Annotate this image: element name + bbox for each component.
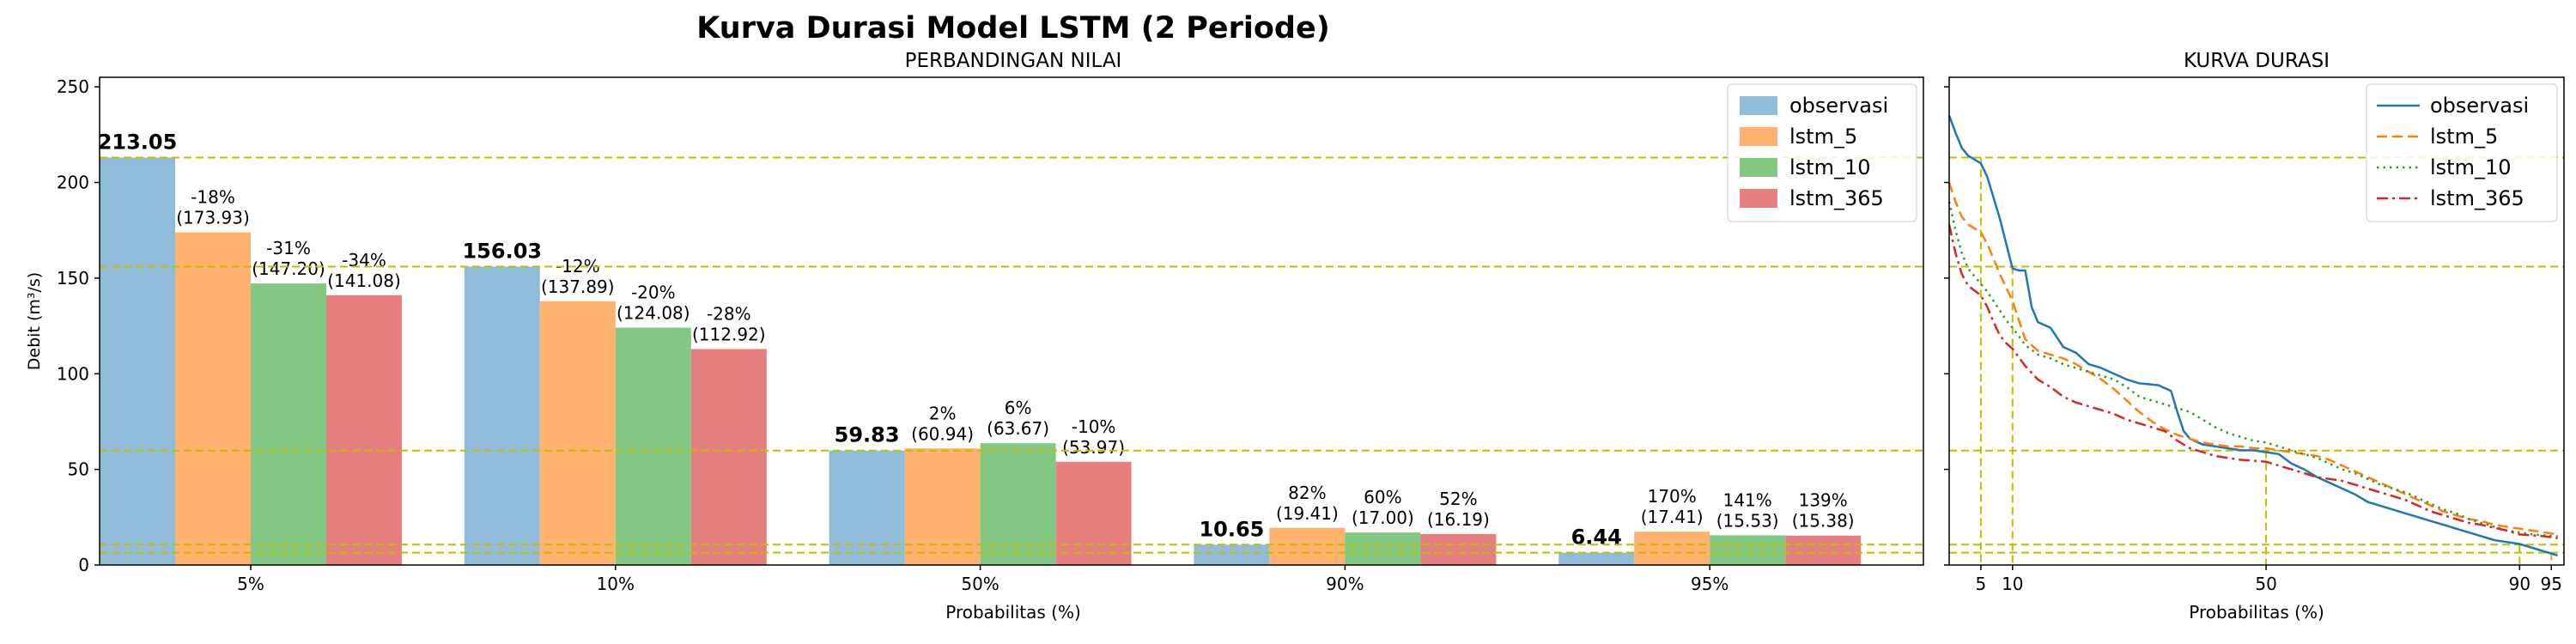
model-percent-label: 6% — [1005, 398, 1032, 418]
x-tick-label: 50 — [2255, 574, 2276, 594]
line-chart-xlabel: Probabilitas (%) — [2189, 602, 2324, 623]
observed-value-label: 10.65 — [1199, 517, 1264, 541]
x-tick-label: 90 — [2509, 574, 2530, 594]
legend-label-lstm_5: lstm_5 — [2430, 125, 2498, 149]
model-value-label: (53.97) — [1062, 437, 1125, 458]
bar-lstm_10-1 — [615, 327, 691, 565]
model-percent-label: 82% — [1288, 483, 1326, 503]
model-percent-label: 170% — [1648, 486, 1697, 507]
bar-lstm_5-4 — [1634, 532, 1710, 565]
bar-lstm_10-0 — [251, 283, 326, 565]
model-percent-label: -31% — [266, 238, 311, 258]
bar-observasi-4 — [1558, 552, 1635, 565]
model-percent-label: 60% — [1364, 487, 1401, 507]
series-line-lstm_365 — [1947, 224, 2558, 540]
series-line-lstm_10 — [1947, 201, 2558, 538]
x-tick-label: 95 — [2541, 574, 2562, 594]
observed-value-label: 59.83 — [835, 423, 900, 447]
y-tick-label: 50 — [68, 459, 89, 480]
line-chart-title: KURVA DURASI — [2184, 50, 2330, 72]
model-percent-label: -20% — [631, 283, 676, 303]
bar-lstm_365-3 — [1420, 533, 1497, 565]
legend-label-observasi: observasi — [2430, 94, 2529, 118]
model-percent-label: 139% — [1799, 490, 1848, 511]
model-value-label: (17.41) — [1641, 507, 1704, 527]
bar-lstm_10-2 — [980, 443, 1056, 565]
bar-lstm_5-3 — [1269, 527, 1346, 565]
model-percent-label: 52% — [1439, 489, 1477, 509]
figure-title: Kurva Durasi Model LSTM (2 Periode) — [696, 11, 1329, 46]
model-value-label: (124.08) — [617, 303, 690, 324]
model-percent-label: 2% — [929, 403, 957, 423]
bar-observasi-0 — [100, 157, 175, 565]
legend-label-lstm_10: lstm_10 — [2430, 155, 2512, 179]
y-tick-label: 100 — [57, 363, 89, 384]
bar-y-axis-label: Debit (m³/s) — [25, 272, 44, 370]
bar-lstm_365-4 — [1785, 535, 1862, 565]
model-value-label: (19.41) — [1276, 503, 1339, 524]
bar-plot-frame — [99, 76, 1924, 566]
line-legend — [2366, 83, 2558, 222]
model-value-label: (15.38) — [1792, 511, 1855, 532]
x-tick-label: 50% — [961, 574, 999, 594]
bar-chart-xlabel: Probabilitas (%) — [945, 602, 1081, 623]
x-tick-label: 10 — [2002, 574, 2023, 594]
bar-observasi-3 — [1194, 544, 1270, 565]
x-tick-label: 90% — [1326, 574, 1364, 594]
observed-value-label: 156.03 — [462, 239, 542, 263]
bar-lstm_10-4 — [1710, 535, 1786, 565]
x-tick-label: 95% — [1691, 574, 1728, 594]
model-percent-label: -28% — [707, 303, 751, 324]
bar-observasi-1 — [464, 266, 540, 565]
model-value-label: (15.53) — [1716, 510, 1779, 531]
series-line-lstm_5 — [1947, 182, 2558, 536]
bar-lstm_365-2 — [1055, 461, 1132, 565]
legend-label-lstm_365: lstm_365 — [1789, 186, 1884, 210]
legend-swatch-lstm_5 — [1740, 127, 1777, 146]
model-value-label: (141.08) — [327, 270, 401, 291]
bar-lstm_5-0 — [175, 232, 251, 565]
bar-lstm_5-2 — [904, 448, 981, 565]
line-plot-frame — [1948, 76, 2565, 566]
model-percent-label: -10% — [1072, 416, 1116, 437]
y-tick-label: 0 — [78, 555, 89, 575]
legend-label-lstm_365: lstm_365 — [2430, 186, 2524, 210]
model-percent-label: 141% — [1723, 489, 1772, 510]
legend-label-lstm_5: lstm_5 — [1789, 125, 1857, 149]
observed-value-label: 213.05 — [98, 130, 178, 154]
bar-lstm_365-0 — [326, 295, 402, 565]
observed-value-label: 6.44 — [1571, 526, 1622, 550]
bar-lstm_5-1 — [539, 301, 616, 565]
bar-chart-title: PERBANDINGAN NILAI — [905, 50, 1122, 72]
x-tick-label: 10% — [597, 574, 635, 594]
legend-swatch-lstm_365 — [1740, 189, 1777, 208]
x-tick-label: 5% — [237, 574, 264, 594]
model-value-label: (63.67) — [987, 418, 1049, 439]
legend-swatch-observasi — [1740, 96, 1777, 115]
bar-chart: Debit (m³/s) 213.05 -18%(173.93) -31%(147.2… — [25, 76, 1924, 594]
line-chart: 5 10 50 90 95 observasi lstm_5 lstm_10 lstm_365 — [1944, 76, 2565, 594]
model-value-label: (16.19) — [1427, 509, 1490, 530]
model-percent-label: -18% — [191, 187, 235, 208]
x-tick-label: 5 — [1976, 574, 1987, 594]
model-value-label: (147.20) — [252, 258, 325, 279]
bar-lstm_365-1 — [690, 349, 767, 565]
legend-label-lstm_10: lstm_10 — [1789, 155, 1871, 179]
series-line-observasi — [1947, 115, 2558, 557]
model-value-label: (17.00) — [1352, 507, 1414, 528]
bar-observasi-2 — [829, 450, 905, 565]
bar-legend — [1727, 83, 1917, 222]
model-value-label: (60.94) — [911, 423, 974, 444]
y-tick-label: 150 — [57, 268, 89, 289]
model-value-label: (112.92) — [692, 324, 766, 344]
model-value-label: (137.89) — [541, 276, 615, 297]
bar-lstm_10-3 — [1345, 532, 1421, 565]
y-tick-label: 250 — [57, 76, 89, 97]
legend-label-observasi: observasi — [1789, 94, 1888, 118]
legend-swatch-lstm_10 — [1740, 158, 1777, 177]
model-value-label: (173.93) — [176, 208, 250, 228]
y-tick-label: 200 — [57, 173, 89, 193]
